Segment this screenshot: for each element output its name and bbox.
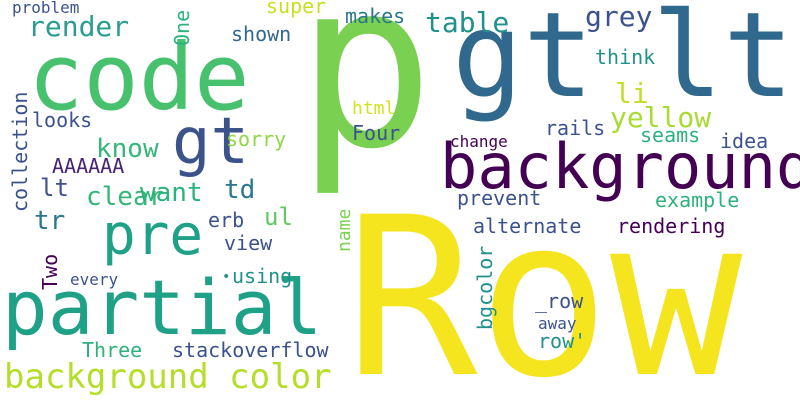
word-partial: partial xyxy=(2,263,323,352)
word-td: td xyxy=(224,175,256,205)
word-li: li xyxy=(615,77,649,110)
word-know: know xyxy=(96,134,159,164)
word-every: every xyxy=(70,270,119,289)
word-alternate: alternate xyxy=(473,214,582,238)
word-grey: grey xyxy=(585,0,653,33)
word-collection: collection xyxy=(8,91,32,212)
word-row-underscore: _row xyxy=(535,289,584,313)
word-one: One xyxy=(170,9,194,46)
word-background: background xyxy=(440,130,800,203)
word-gt-small: gt xyxy=(172,105,250,179)
word-dot: • xyxy=(222,269,231,285)
word-view: view xyxy=(224,231,273,255)
word-away: away xyxy=(538,314,577,333)
word-render: render xyxy=(28,10,130,43)
word-sorry: sorry xyxy=(226,127,287,151)
word-code: code xyxy=(28,24,250,131)
word-erb: erb xyxy=(208,208,245,232)
word-table: table xyxy=(425,6,510,39)
word-ul: ul xyxy=(264,203,293,231)
word-change: change xyxy=(450,132,508,151)
word-think: think xyxy=(595,45,656,69)
word-aaaaaa: AAAAAA xyxy=(52,154,125,178)
word-p: p xyxy=(296,0,435,200)
word-using: using xyxy=(232,264,293,288)
word-looks: looks xyxy=(32,108,93,132)
word-gt: gt xyxy=(452,0,595,124)
word-stackoverflow: stackoverflow xyxy=(172,338,329,362)
word-seams: seams xyxy=(640,123,701,147)
word-example: example xyxy=(655,188,740,212)
word-lt-small: lt xyxy=(40,174,69,202)
word-three: Three xyxy=(82,338,143,362)
word-two: Two xyxy=(38,253,62,290)
word-yellow: yellow xyxy=(610,101,712,134)
word-pre: pre xyxy=(102,203,204,268)
word-rails: rails xyxy=(545,116,606,140)
word-row: Row xyxy=(345,170,743,400)
word-shown: shown xyxy=(231,22,292,46)
word-want: want xyxy=(140,178,203,208)
word-html: html xyxy=(352,98,396,119)
word-prevent: prevent xyxy=(457,186,542,210)
word-super: super xyxy=(266,0,327,18)
word-makes: makes xyxy=(345,4,406,28)
word-idea: idea xyxy=(720,129,769,153)
word-lt: lt xyxy=(652,0,795,124)
word-rendering: rendering xyxy=(617,214,726,238)
word-four: Four xyxy=(352,121,401,145)
word-tr: tr xyxy=(34,206,66,236)
word-row-quote: row' xyxy=(538,329,587,353)
word-clear: clear xyxy=(86,182,165,212)
word-bgcolor: bgcolor xyxy=(473,245,497,330)
word-background-color: background color xyxy=(4,357,332,397)
word-name: name xyxy=(334,208,355,252)
word-problem: problem xyxy=(12,0,80,17)
